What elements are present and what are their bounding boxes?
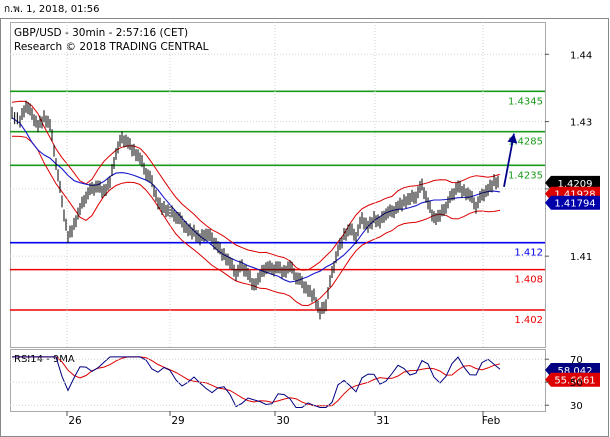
price-tick-label-0: 1.44	[570, 50, 592, 61]
lower-band	[11, 135, 501, 307]
price-y-axis: 1.441.431.421.41	[545, 50, 592, 263]
rsi-value-text-0: 58.042	[558, 366, 593, 377]
projection-arrow	[503, 133, 515, 187]
projection-arrowhead	[507, 133, 518, 144]
rsi-value-bg-1	[545, 372, 600, 387]
x-tick-label-1: 29	[171, 415, 184, 427]
rsi-tick-label-1: 50	[570, 378, 583, 389]
price-label-text-0: 1.4209	[558, 179, 593, 190]
level-label-5: 1.402	[514, 315, 543, 326]
price-label-bg-0	[545, 175, 600, 190]
price-tick-label-1: 1.43	[570, 118, 592, 129]
rsi-y-axis: 70 50 30	[10, 355, 583, 412]
level-label-0: 1.4345	[508, 96, 543, 107]
moving-average	[11, 117, 501, 283]
rsi-label: RSI14 - 9MA	[14, 354, 75, 365]
level-label-2: 1.4235	[508, 170, 543, 181]
price-label-2: 1.41794	[545, 195, 600, 210]
x-axis: 26 29 30 31 Feb	[66, 22, 501, 427]
bollinger-bands	[11, 100, 501, 307]
chart-title: GBP/USD - 30min - 2:57:16 (CET)	[14, 27, 188, 39]
level-label-3: 1.412	[514, 248, 543, 259]
x-tick-label-3: 31	[376, 415, 389, 427]
price-tick-label-3: 1.41	[570, 252, 592, 263]
rsi-value-text-1: 55.6661	[554, 376, 595, 387]
price-series	[11, 100, 499, 320]
chart-subtitle: Research © 2018 TRADING CENTRAL	[14, 41, 209, 53]
x-tick-label-2: 30	[276, 415, 289, 427]
price-label-text-2: 1.41794	[554, 199, 595, 210]
rsi-value-label-1: 55.6661	[545, 372, 600, 387]
window-date: ก.พ. 1, 2018, 01:56	[4, 4, 100, 15]
price-label-text-1: 1.41928	[554, 190, 595, 201]
price-label-bg-2	[545, 195, 600, 210]
price-label-0: 1.4209	[545, 175, 600, 190]
level-label-1: 1.4285	[508, 137, 543, 148]
rsi-tick-label-0: 70	[570, 355, 583, 366]
rsi-line	[12, 356, 501, 408]
x-tick-label-0: 26	[68, 415, 82, 427]
upper-band	[11, 100, 501, 271]
rsi-tick-label-2: 30	[570, 401, 583, 412]
level-label-4: 1.408	[514, 275, 543, 286]
x-tick-label-4: Feb	[482, 415, 501, 427]
